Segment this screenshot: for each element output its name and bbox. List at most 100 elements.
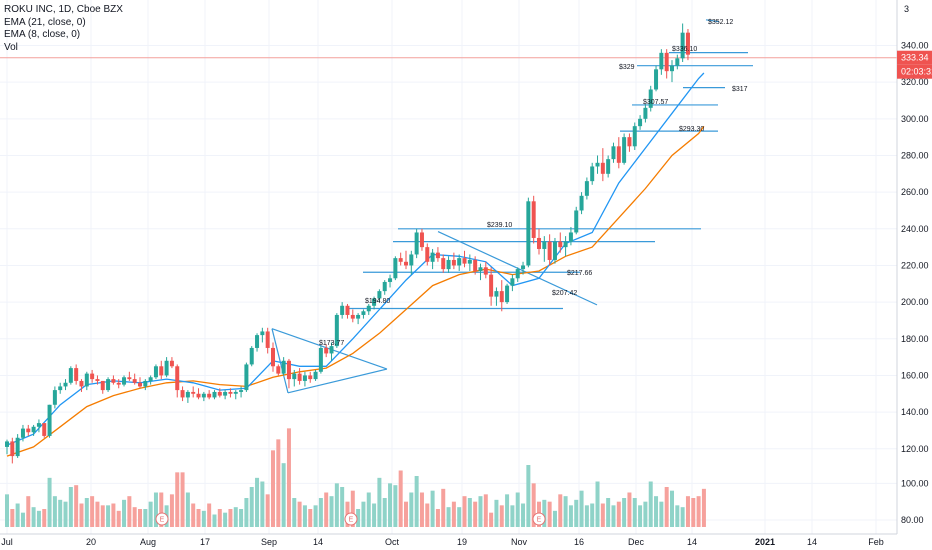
volume-bar bbox=[10, 509, 15, 527]
level-line bbox=[705, 19, 720, 23]
volume-bar bbox=[185, 492, 190, 527]
volume-bars bbox=[5, 428, 706, 527]
volume-legend[interactable]: Vol bbox=[4, 41, 18, 53]
candle-body bbox=[547, 241, 552, 260]
candle-body bbox=[558, 241, 563, 248]
candle-body bbox=[159, 366, 164, 376]
volume-bar bbox=[372, 503, 377, 527]
chart-legend: ROKU INC, 1D, Cboe BZX EMA (21, close, 0… bbox=[4, 4, 123, 54]
level-label: $329 bbox=[619, 64, 635, 71]
volume-bar bbox=[74, 485, 79, 527]
ema8-line bbox=[6, 72, 705, 446]
candle-body bbox=[308, 375, 313, 380]
candle-body bbox=[271, 347, 275, 367]
price-tick-label: 160.00 bbox=[901, 370, 929, 380]
volume-bar bbox=[324, 492, 329, 527]
volume-bar bbox=[63, 501, 68, 527]
last-price-value: 333.34 bbox=[901, 53, 929, 63]
candle-body bbox=[531, 201, 536, 238]
volume-bar bbox=[233, 507, 238, 527]
volume-bar bbox=[276, 439, 281, 527]
volume-bar bbox=[643, 501, 648, 527]
candle-body bbox=[180, 390, 185, 398]
last-price-tag: 333.34 02:03:31 bbox=[897, 50, 932, 79]
symbol-title[interactable]: ROKU INC, 1D, Cboe BZX bbox=[4, 4, 123, 15]
volume-bar bbox=[691, 498, 696, 527]
volume-bar bbox=[659, 501, 664, 527]
candle-body bbox=[281, 360, 286, 374]
price-tick-label: 100.00 bbox=[901, 478, 929, 488]
price-axis[interactable]: 340.00 320.00 300.00 280.00 260.00 240.00 220.… bbox=[896, 0, 929, 534]
candle-body bbox=[616, 146, 621, 163]
volume-bar bbox=[159, 492, 164, 527]
candle-body bbox=[409, 254, 414, 266]
candle-body bbox=[388, 278, 393, 282]
candle-body bbox=[505, 285, 510, 303]
triangle-side-line bbox=[271, 328, 289, 393]
candle-body bbox=[265, 331, 270, 348]
volume-bar bbox=[100, 505, 105, 527]
volume-bar bbox=[58, 499, 63, 527]
volume-bar bbox=[196, 509, 201, 527]
candle-body bbox=[659, 52, 664, 70]
candle-body bbox=[15, 437, 20, 457]
earnings-icon bbox=[344, 512, 358, 526]
candle-body bbox=[42, 423, 47, 436]
candle-body bbox=[201, 393, 206, 398]
time-tick-label: Aug bbox=[140, 537, 156, 547]
volume-bar bbox=[467, 498, 472, 527]
candle-body bbox=[483, 267, 488, 275]
time-axis[interactable]: Jul 20 Aug 17 Sep 14 Oct 19 Nov 16 Dec 14 2021 14 Feb bbox=[0, 533, 897, 547]
volume-bar bbox=[20, 512, 25, 527]
candle-body bbox=[595, 162, 600, 167]
candle-body bbox=[627, 137, 632, 147]
candle-body bbox=[132, 379, 137, 383]
volume-bar bbox=[409, 492, 414, 527]
candle-body bbox=[366, 305, 371, 312]
candle-body bbox=[260, 331, 265, 336]
volume-bar bbox=[228, 509, 233, 527]
volume-bar bbox=[239, 509, 244, 527]
candle-body bbox=[334, 314, 339, 347]
volume-bar bbox=[473, 501, 478, 527]
candle-body bbox=[372, 298, 377, 306]
last-price-box bbox=[897, 50, 932, 65]
volume-bar bbox=[356, 509, 361, 527]
candle-body bbox=[430, 252, 435, 262]
candlestick-series bbox=[5, 23, 690, 464]
ema21-legend[interactable]: EMA (21, close, 0) bbox=[4, 16, 86, 28]
price-tick-label: 180.00 bbox=[901, 334, 929, 344]
volume-bar bbox=[685, 496, 690, 527]
candle-body bbox=[579, 195, 584, 211]
time-tick-label: Jul bbox=[1, 537, 13, 547]
candle-body bbox=[95, 379, 100, 381]
candle-body bbox=[404, 261, 408, 266]
volume-bar bbox=[425, 503, 430, 527]
volume-bar bbox=[462, 496, 467, 527]
volume-bar bbox=[600, 503, 605, 527]
time-tick-label: 20 bbox=[86, 537, 96, 547]
candle-body bbox=[542, 241, 547, 249]
volume-bar bbox=[180, 472, 185, 527]
candle-body bbox=[297, 373, 302, 381]
candle-body bbox=[233, 391, 238, 394]
volume-bar bbox=[366, 492, 371, 527]
volume-bar bbox=[638, 505, 643, 527]
price-tick-label: 80.00 bbox=[901, 515, 924, 525]
candle-body bbox=[568, 232, 573, 242]
ema8-legend[interactable]: EMA (8, close, 0) bbox=[4, 29, 81, 40]
volume-bar bbox=[217, 509, 222, 527]
candle-body bbox=[494, 291, 499, 297]
price-tick-label-top: 3 bbox=[904, 4, 909, 14]
candle-body bbox=[313, 371, 318, 380]
volume-bar bbox=[627, 492, 632, 527]
triangle-lower-line bbox=[287, 368, 388, 394]
candle-body bbox=[393, 258, 398, 279]
candle-body bbox=[345, 305, 350, 315]
time-tick-label: Dec bbox=[628, 537, 645, 547]
candle-body bbox=[223, 391, 228, 396]
volume-bar bbox=[377, 477, 382, 527]
candle-body bbox=[685, 32, 690, 55]
candle-body bbox=[680, 32, 685, 59]
